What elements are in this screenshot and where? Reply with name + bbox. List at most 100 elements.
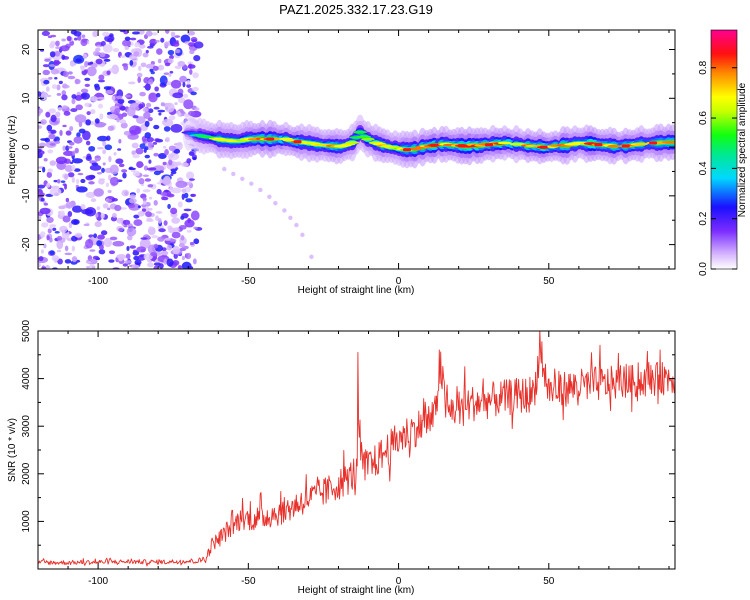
noise-spot [164,102,175,113]
noise-spot [89,109,96,115]
noise-spot [187,30,196,36]
noise-spot [49,142,56,146]
noise-spot [56,92,62,96]
snr-y-tick-label: 1000 [21,510,32,533]
noise-spot [118,139,122,144]
noise-spot [40,249,44,254]
noise-spot [139,143,147,149]
noise-spot [73,37,78,41]
noise-spot [113,152,117,156]
noise-spot [38,125,42,129]
noise-spot [163,72,170,75]
noise-spot [125,253,131,259]
noise-spot [43,202,49,206]
noise-spot [40,119,47,125]
noise-spot [74,78,81,85]
noise-spot [167,58,174,64]
noise-spot [142,174,149,178]
noise-spot [153,152,159,157]
noise-spot [187,217,191,224]
noise-spot [189,241,195,246]
noise-spot [111,95,116,101]
noise-spot [112,213,117,218]
noise-spot [181,162,189,168]
noise-spot [130,48,143,55]
noise-spot [47,35,53,39]
noise-spot [161,196,166,201]
noise-spot [177,265,183,269]
noise-spot [151,32,158,36]
colorbar-tick-label: 0.6 [698,111,709,125]
signal-ridge-layer [181,114,675,169]
noise-spot [138,178,145,185]
noise-spot [64,174,69,180]
noise-spot [193,226,198,230]
spectrogram-frame [37,29,676,270]
noise-spot [162,161,167,166]
noise-spot [85,238,94,249]
noise-spot [112,240,125,247]
noise-spot [190,91,197,96]
noise-spot [153,199,158,206]
noise-spot [38,215,42,220]
noise-spot [183,99,194,110]
trail-spot [288,215,293,220]
noise-spot [81,93,87,98]
noise-spot [124,260,133,264]
noise-spot [58,80,63,85]
noise-spot [169,54,174,60]
noise-spot [137,205,141,209]
spectrogram-y-tick-label: 20 [21,44,32,56]
noise-spot [138,44,146,49]
noise-spot [142,189,151,193]
noise-spot [116,117,120,123]
colorbar-ticks: 0.0 0.2 0.4 0.6 0.8 [698,60,737,276]
noise-spot [74,147,79,154]
noise-spot [168,73,172,77]
noise-spot [169,186,174,192]
noise-spot [114,204,122,212]
noise-spot [48,133,56,140]
trail-spot [309,254,314,260]
noise-spot [86,111,91,116]
noise-spot [106,114,119,120]
noise-spot [172,92,184,99]
noise-spot [188,151,195,156]
noise-spot [188,42,196,47]
noise-spot [172,41,180,47]
noise-spot [118,163,125,168]
noise-spot [98,178,106,181]
trail-spot [222,166,227,172]
noise-spot [43,79,50,85]
noise-spot [187,61,194,65]
trail-spot [282,208,287,213]
colorbar-label: Normalized spectral amplitude [737,82,748,217]
noise-spot [61,94,68,101]
noise-spot [38,91,42,97]
noise-spot [168,159,173,166]
noise-spot [89,249,96,252]
noise-spot [148,92,158,103]
ridge-peak [539,145,548,149]
noise-spot [62,83,68,89]
noise-spot [153,265,159,269]
snr-y-tick-label: 2000 [21,462,32,485]
noise-spot [40,91,48,101]
noise-spot [136,116,146,124]
colorbar-tick-label: 0.8 [698,60,709,74]
noise-spot [109,176,119,186]
noise-spot [116,95,123,100]
noise-spot [160,37,165,43]
noise-spot [100,212,105,219]
noise-spot [146,167,154,171]
noise-spot [164,62,171,67]
noise-spot [105,182,110,188]
noise-spot [183,192,189,199]
noise-spot [108,33,114,38]
noise-spot [81,34,86,38]
noise-spot [166,193,175,198]
noise-spot [100,40,106,47]
noise-spot [67,71,73,75]
noise-spot [191,39,198,43]
